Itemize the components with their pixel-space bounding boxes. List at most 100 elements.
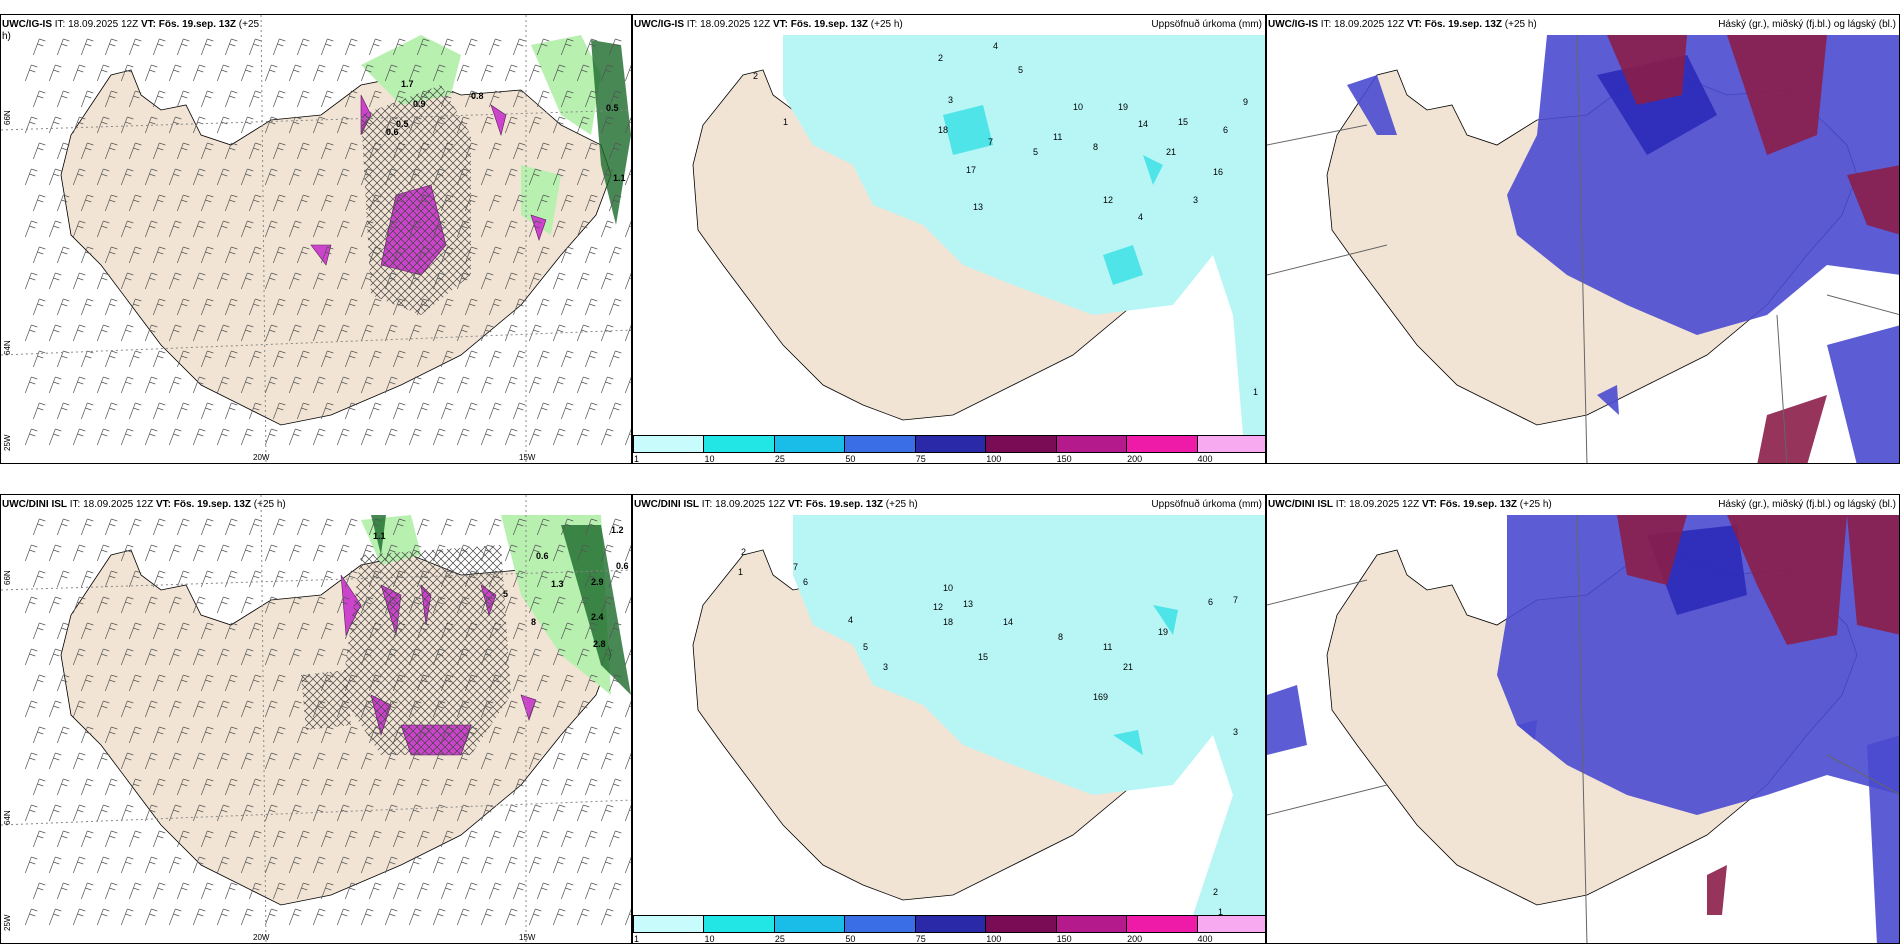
wind-barb [464,830,478,848]
wind-barb [128,674,142,692]
wind-barb [552,220,566,238]
lead-time: (+25 h) [253,499,286,510]
wind-barb [104,622,118,640]
wind-barb [456,116,470,134]
map-value-label: 8 [1093,142,1098,152]
wind-barb [120,544,134,562]
wind-barb [72,700,86,718]
wind-barb [96,648,110,666]
wind-barb [32,570,46,588]
wind-barb [152,38,166,56]
wind-barb [248,90,262,108]
wind-barb [312,64,326,82]
panel-top-mid: UWC/IG-IS IT: 18.09.2025 12Z VT: Fös. 19… [632,14,1266,464]
wind-barb [512,246,526,264]
map-value-label: 1.3 [551,579,564,589]
wind-barb [176,570,190,588]
map-shape-cl [1597,385,1619,415]
wind-barb [392,778,406,796]
wind-barb [344,674,358,692]
wind-barb [168,804,182,822]
wind-barb [312,116,326,134]
wind-barb [192,700,206,718]
wind-barb [104,518,118,536]
wind-barb [152,830,166,848]
wind-barb [576,324,590,342]
wind-barb [192,544,206,562]
map-value-label: 5 [863,642,868,652]
wind-barb [368,570,382,588]
wind-barb [144,908,158,926]
map-value-label: 2.4 [591,612,604,622]
map-value-label: 6 [1223,125,1228,135]
map-value-label: 13 [963,599,973,609]
wind-barb [176,350,190,368]
wind-barb [600,648,614,666]
wind-barb [600,324,614,342]
wind-barb [32,882,46,900]
wind-barb [504,700,518,718]
lon-label-15w: 15W [519,453,536,462]
map-value-label: 12 [933,602,943,612]
wind-barb [336,168,350,186]
map-shape-cl [1517,720,1537,740]
wind-barb [464,194,478,212]
wind-barb [608,350,622,368]
wind-barb [200,778,214,796]
wind-barb [312,856,326,874]
wind-barb [264,908,278,926]
wind-barb [488,402,502,420]
wind-barb [32,778,46,796]
map-value-label: 1 [783,117,788,127]
wind-barb [504,752,518,770]
lead-time-wrap: h) [2,31,11,42]
map-value-label: 0.9 [413,99,426,109]
wind-barb [80,622,94,640]
wind-barb [72,168,86,186]
wind-barb [32,674,46,692]
lon-label-20w: 20W [253,453,270,462]
wind-barb [176,246,190,264]
wind-barb [96,376,110,394]
wind-barb [176,142,190,160]
wind-barb [264,856,278,874]
wind-barb [320,622,334,640]
wind-barb [480,908,494,926]
wind-barb [48,752,62,770]
wind-barb [384,428,398,446]
wind-barb [152,882,166,900]
map-value-label: 7 [1233,595,1238,605]
wind-barb [128,38,142,56]
wind-barb [288,648,302,666]
wind-barb [56,570,70,588]
wind-barb [488,882,502,900]
wind-barb [320,298,334,316]
map-value-label: 16 [1093,692,1103,702]
wind-barb [608,298,622,316]
wind-barb [416,90,430,108]
wind-map: 1.1 0.6 1.3 2.9 1.2 0.6 2.4 2.8 5 8 [1,495,631,943]
wind-barb [408,272,422,290]
lead-time: (+25 [238,19,260,30]
wind-barb [120,428,134,446]
wind-barb [384,648,398,666]
wind-barb [56,246,70,264]
map-shape-green-d [591,40,631,225]
colorbar-swatch [633,915,705,933]
wind-barb [152,778,166,796]
wind-barb [368,350,382,368]
wind-barb [48,804,62,822]
wind-barb [480,376,494,394]
wind-barb [384,700,398,718]
wind-barb [464,246,478,264]
wind-barb [80,518,94,536]
panel-top-right: UWC/IG-IS IT: 18.09.2025 12Z VT: Fös. 19… [1266,14,1900,464]
wind-barb [120,220,134,238]
wind-barb [192,272,206,290]
wind-barb [128,350,142,368]
wind-barb [312,376,326,394]
wind-barb [336,856,350,874]
wind-barb [408,168,422,186]
map-value-label: 6 [1208,597,1213,607]
